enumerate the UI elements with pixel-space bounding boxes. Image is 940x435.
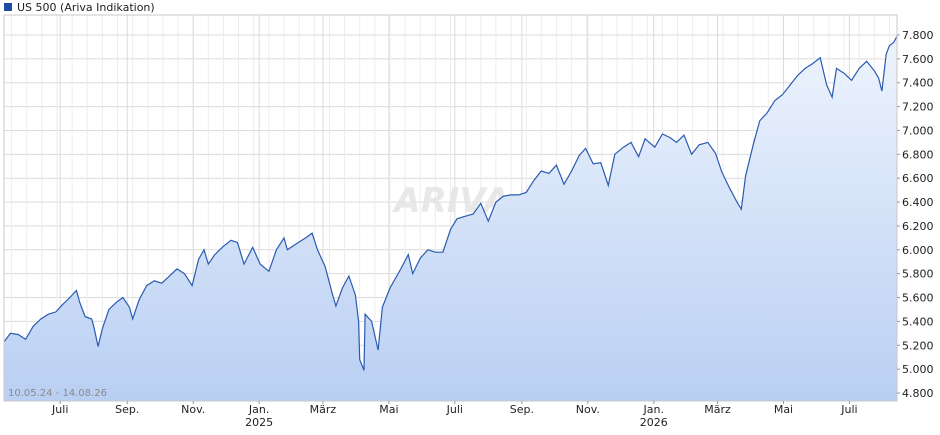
x-tick-label: Juli [446, 403, 463, 416]
x-tick-label: Mai [774, 403, 793, 416]
x-tick-label: Nov. [181, 403, 205, 416]
legend-label: US 500 (Ariva Indikation) [17, 0, 155, 14]
y-axis: 4.800 5.000 5.200 5.400 5.600 5.800 6.000 6.200… [897, 29, 934, 400]
y-tick-label: 7.600 [902, 53, 934, 66]
x-tick-label: Nov. [576, 403, 600, 416]
price-area [4, 36, 897, 401]
y-tick-label: 7.800 [902, 29, 934, 42]
y-tick-label: 6.600 [902, 172, 934, 185]
x-tick-label: Mai [379, 403, 398, 416]
x-year-label: 2025 [245, 416, 273, 429]
y-tick-label: 6.800 [902, 148, 934, 161]
y-tick-label: 6.000 [902, 244, 934, 257]
x-year-label: 2026 [640, 416, 668, 429]
price-line [3, 35, 898, 371]
chart-legend: US 500 (Ariva Indikation) [4, 0, 155, 14]
y-tick-label: 5.000 [902, 363, 934, 376]
y-tick-label: 5.200 [902, 339, 934, 352]
y-tick-label: 6.400 [902, 196, 934, 209]
plot-frame [3, 14, 898, 402]
x-tick-label: Jan. [643, 403, 664, 416]
x-tick-label: Sep. [115, 403, 139, 416]
x-tick-label: März [310, 403, 337, 416]
x-tick-label: Jan. [248, 403, 269, 416]
y-tick-label: 7.400 [902, 77, 934, 90]
x-tick-label: Juli [840, 403, 857, 416]
y-tick-label: 7.000 [902, 124, 934, 137]
y-tick-label: 5.800 [902, 268, 934, 281]
x-tick-label: März [704, 403, 731, 416]
y-tick-label: 5.400 [902, 315, 934, 328]
y-tick-label: 5.600 [902, 292, 934, 305]
watermark: ARIVA [391, 181, 509, 221]
range-label: 10.05.24 - 14.08.26 [8, 388, 107, 399]
y-tick-label: 7.200 [902, 101, 934, 114]
y-tick-label: 6.200 [902, 220, 934, 233]
x-tick-label: Sep. [510, 403, 534, 416]
x-tick-label: Juli [51, 403, 68, 416]
legend-swatch [4, 3, 12, 11]
y-tick-label: 4.800 [902, 387, 934, 400]
